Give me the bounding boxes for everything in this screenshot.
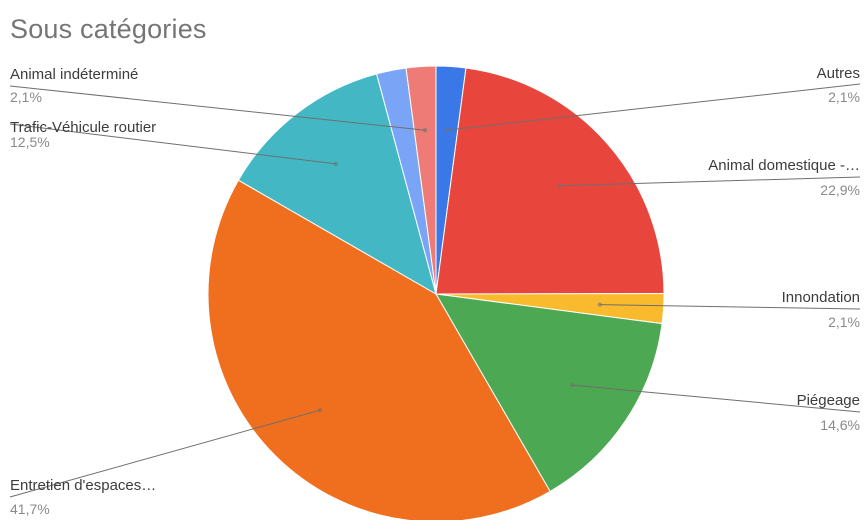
pie-slice-pi-geage <box>435 293 663 493</box>
slice-label: Trafic-Véhicule routier <box>10 119 156 136</box>
slice-percent-label: 2,1% <box>828 314 860 330</box>
slice-percent-label: 41,7% <box>10 501 50 517</box>
pie-labels: Autres 2,1% Animal domestique -… 22,9% Innon… <box>9 65 861 517</box>
slice-percent-label: 22,9% <box>820 182 860 198</box>
pie-slice-animal-ind-termin <box>405 65 437 295</box>
slice-label: Autres <box>817 65 860 82</box>
leader-line <box>559 176 861 187</box>
leader-line <box>9 123 336 165</box>
leader-line <box>446 83 861 131</box>
leader-line <box>599 304 861 310</box>
pie-slice-entretien-d-espaces <box>207 179 551 520</box>
leader-line <box>9 85 426 131</box>
pie-slice-trafic-v-hicule-routier <box>237 73 437 296</box>
slice-label: Animal domestique -… <box>708 157 860 174</box>
leader-line <box>572 384 861 413</box>
leader-anchor <box>570 382 575 388</box>
leader-line <box>9 409 321 498</box>
pie-slices <box>207 65 665 520</box>
slice-label: Innondation <box>782 289 860 306</box>
chart-title: Sous catégories <box>10 14 207 44</box>
slice-label: Entretien d'espaces… <box>10 477 156 494</box>
slice-percent-label: 2,1% <box>828 89 860 105</box>
pie-slice-animal-domestique <box>435 67 665 295</box>
slice-label: Animal indéterminé <box>10 66 138 83</box>
slice-percent-label: 2,1% <box>10 89 42 105</box>
slice-label: Piégeage <box>797 392 860 409</box>
slice-percent-label: 14,6% <box>820 417 860 433</box>
slice-percent-label: 12,5% <box>10 134 50 150</box>
leader-anchor <box>597 302 602 307</box>
